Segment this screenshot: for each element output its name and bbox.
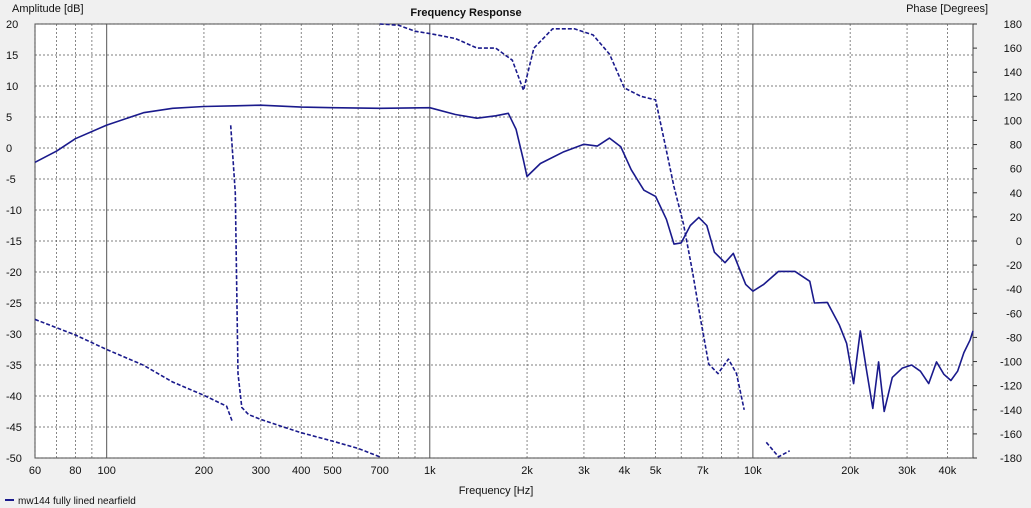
y-tick-label-right: -180 bbox=[1000, 453, 1022, 465]
y-tick-label-right: -80 bbox=[1006, 332, 1022, 344]
y-tick-label-right: -160 bbox=[1000, 429, 1022, 441]
x-tick-label: 500 bbox=[323, 465, 341, 477]
x-tick-label: 1k bbox=[424, 465, 436, 477]
phase-series-line bbox=[379, 23, 745, 410]
x-tick-label: 700 bbox=[371, 465, 389, 477]
y-tick-label-left: -45 bbox=[6, 422, 22, 434]
grid bbox=[34, 23, 973, 459]
y-tick-label-left: -20 bbox=[6, 267, 22, 279]
y-tick-labels-right: 180 160 140 120 100 80 60 40 20 0 -20 -40 -60 -80 -100… bbox=[973, 19, 1022, 465]
x-axis-label: Frequency [Hz] bbox=[459, 485, 534, 497]
y-tick-label-left: -50 bbox=[6, 453, 22, 465]
x-tick-label: 10k bbox=[744, 465, 762, 477]
y-tick-label-right: -140 bbox=[1000, 405, 1022, 417]
x-tick-label: 3k bbox=[578, 465, 590, 477]
x-tick-label: 4k bbox=[618, 465, 630, 477]
x-tick-label: 30k bbox=[898, 465, 916, 477]
y-tick-label-right: 100 bbox=[1004, 115, 1022, 127]
y-tick-label-left: 10 bbox=[6, 81, 18, 93]
x-tick-labels: 60 80 100 200 300 400 500 700 1k 2k 3k 4k 5k 7k 10k 20k… bbox=[29, 465, 957, 477]
y-tick-label-left: -25 bbox=[6, 298, 22, 310]
y-tick-label-right: -20 bbox=[1006, 260, 1022, 272]
chart-title: Frequency Response bbox=[410, 7, 521, 19]
y-tick-label-left: 0 bbox=[6, 143, 12, 155]
y-tick-label-right: -40 bbox=[1006, 284, 1022, 296]
y-tick-label-right: 140 bbox=[1004, 67, 1022, 79]
y-tick-label-left: -5 bbox=[6, 174, 16, 186]
x-tick-label: 60 bbox=[29, 465, 41, 477]
x-tick-label: 40k bbox=[939, 465, 957, 477]
y-tick-label-left: -35 bbox=[6, 360, 22, 372]
legend-label: mw144 fully lined nearfield bbox=[18, 496, 136, 507]
phase-series-line bbox=[34, 318, 234, 423]
y-tick-label-right: 80 bbox=[1010, 140, 1022, 152]
phase-series-line bbox=[765, 441, 791, 458]
y-axis-label-left: Amplitude [dB] bbox=[12, 3, 84, 15]
y-tick-label-right: 160 bbox=[1004, 43, 1022, 55]
x-tick-label: 400 bbox=[292, 465, 310, 477]
legend[interactable]: mw144 fully lined nearfield bbox=[5, 496, 136, 507]
y-tick-label-left: 20 bbox=[6, 19, 18, 31]
y-tick-label-left: -40 bbox=[6, 391, 22, 403]
y-tick-label-right: 0 bbox=[1016, 236, 1022, 248]
y-tick-label-left: 15 bbox=[6, 50, 18, 62]
y-tick-label-left: 5 bbox=[6, 112, 12, 124]
y-tick-label-left: -10 bbox=[6, 205, 22, 217]
x-tick-label: 100 bbox=[98, 465, 116, 477]
y-tick-label-right: 120 bbox=[1004, 91, 1022, 103]
y-tick-label-right: 180 bbox=[1004, 19, 1022, 31]
x-tick-label: 7k bbox=[697, 465, 709, 477]
x-tick-label: 80 bbox=[69, 465, 81, 477]
x-tick-label: 5k bbox=[650, 465, 662, 477]
y-tick-labels-left: 20 15 10 5 0 -5 -10 -15 -20 -25 -30 -35 -40 -45 -50 bbox=[6, 19, 22, 465]
phase-series-line bbox=[229, 125, 380, 458]
y-tick-label-right: 40 bbox=[1010, 188, 1022, 200]
y-axis-label-right: Phase [Degrees] bbox=[906, 3, 988, 15]
y-tick-label-right: 60 bbox=[1010, 164, 1022, 176]
x-tick-label: 2k bbox=[521, 465, 533, 477]
series-layer bbox=[34, 23, 974, 458]
x-tick-label: 300 bbox=[252, 465, 270, 477]
y-tick-label-right: -120 bbox=[1000, 381, 1022, 393]
y-tick-label-right: -100 bbox=[1000, 357, 1022, 369]
amplitude-series-line bbox=[34, 104, 974, 413]
y-tick-label-left: -30 bbox=[6, 329, 22, 341]
x-tick-label: 20k bbox=[841, 465, 859, 477]
y-tick-label-left: -15 bbox=[6, 236, 22, 248]
y-tick-label-right: 20 bbox=[1010, 212, 1022, 224]
x-tick-label: 200 bbox=[195, 465, 213, 477]
y-tick-label-right: -60 bbox=[1006, 308, 1022, 320]
